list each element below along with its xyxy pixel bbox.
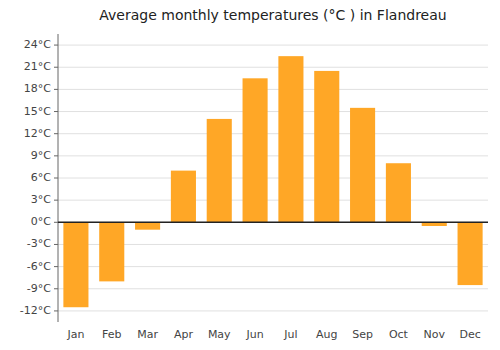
grid-line — [58, 111, 488, 112]
title: Average monthly temperatures (°C ) in Fl… — [99, 7, 446, 23]
x-tick-label: Apr — [174, 328, 194, 341]
y-tick-label: -6°C — [27, 260, 51, 273]
y-axis-line — [58, 34, 59, 322]
x-tick-label: Feb — [102, 328, 121, 341]
y-tick — [54, 133, 58, 134]
grid-line — [58, 222, 488, 223]
y-tick-label: 18°C — [24, 82, 51, 95]
x-tick-label: May — [208, 328, 231, 341]
y-tick — [54, 89, 58, 90]
bar — [350, 108, 375, 222]
y-tick — [54, 266, 58, 267]
y-tick-label: 6°C — [31, 171, 51, 184]
x-tick-label: Jun — [245, 328, 263, 341]
grid-line — [58, 178, 488, 179]
y-tick — [54, 200, 58, 201]
bar — [63, 222, 88, 307]
y-tick-label: 15°C — [24, 105, 51, 118]
grid — [58, 45, 488, 311]
grid-line — [58, 310, 488, 311]
grid-line — [58, 45, 488, 46]
bars — [63, 56, 482, 307]
y-tick — [54, 178, 58, 179]
y-tick-label: 0°C — [31, 215, 51, 228]
x-tick-label: Oct — [389, 328, 409, 341]
bar — [278, 56, 303, 222]
chart: -12°C -9°C -6°C -3°C 0°C 3°C 6°C 9°C 12°C 15°C 18°… — [0, 0, 500, 350]
y-tick-label: 21°C — [24, 60, 51, 73]
y-tick-label: 24°C — [24, 38, 51, 51]
bar — [135, 222, 160, 229]
x-tick-label: Aug — [316, 328, 337, 341]
y-tick — [54, 222, 58, 223]
y-tick — [54, 288, 58, 289]
x-tick-label: Jan — [66, 328, 84, 341]
bar — [458, 222, 483, 285]
x-tick-label: Dec — [459, 328, 480, 341]
y-axis: -12°C -9°C -6°C -3°C 0°C 3°C 6°C 9°C 12°C 15°C 18°… — [20, 34, 58, 322]
bar — [99, 222, 124, 281]
y-tick — [54, 111, 58, 112]
bar — [386, 163, 411, 222]
bar — [243, 78, 268, 222]
x-tick-label: Sep — [352, 328, 373, 341]
y-tick-label: -3°C — [27, 237, 51, 250]
x-axis: Jan Feb Mar Apr May Jun Jul Aug Sep Oct Nov Dec — [66, 328, 480, 341]
y-tick-label: 3°C — [31, 193, 51, 206]
y-tick-label: 12°C — [24, 127, 51, 140]
y-tick — [54, 310, 58, 311]
y-tick — [54, 155, 58, 156]
bar — [171, 171, 196, 223]
y-tick — [54, 45, 58, 46]
y-tick-label: -12°C — [20, 304, 51, 317]
grid-line — [58, 155, 488, 156]
x-tick-label: Jul — [283, 328, 297, 341]
baseline — [58, 222, 488, 224]
x-tick-label: Mar — [137, 328, 158, 341]
bar — [207, 119, 232, 222]
y-tick-label: -9°C — [27, 282, 51, 295]
y-tick-label: 9°C — [31, 149, 51, 162]
grid-line — [58, 133, 488, 134]
grid-line — [58, 200, 488, 201]
bar — [314, 71, 339, 222]
grid-line — [58, 67, 488, 68]
x-tick-label: Nov — [424, 328, 446, 341]
grid-line — [58, 288, 488, 289]
y-tick — [54, 67, 58, 68]
grid-line — [58, 89, 488, 90]
y-tick — [54, 244, 58, 245]
